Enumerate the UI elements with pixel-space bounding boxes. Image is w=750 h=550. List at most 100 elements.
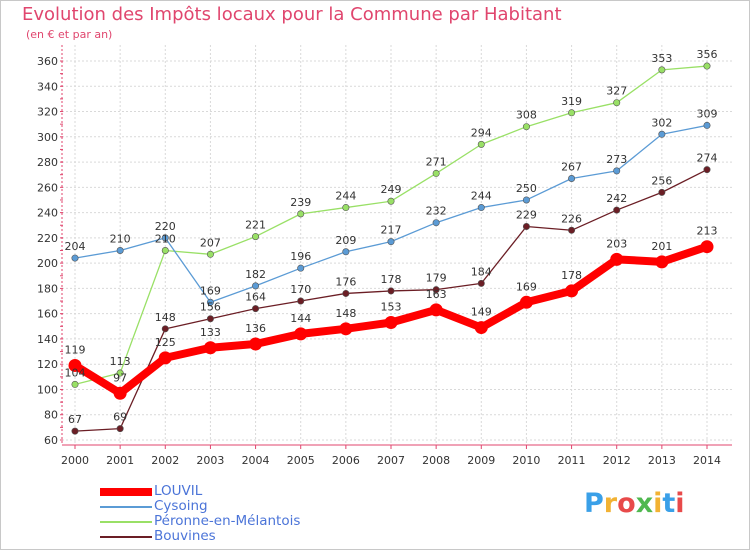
y-tick-label: 100	[37, 383, 58, 396]
logo-letter: r	[603, 488, 618, 519]
data-point	[432, 169, 440, 177]
data-point	[116, 425, 124, 433]
data-label: 229	[516, 208, 537, 221]
legend-label: LOUVIL	[154, 483, 203, 499]
data-point	[252, 305, 260, 313]
data-point	[384, 316, 398, 330]
y-tick-label: 300	[37, 131, 58, 144]
data-point	[522, 222, 530, 230]
data-label: 226	[561, 212, 582, 225]
legend-label: Péronne-en-Mélantois	[154, 513, 301, 529]
data-label: 242	[606, 192, 627, 205]
data-label: 221	[245, 219, 266, 232]
data-label: 163	[426, 288, 447, 301]
data-point	[613, 167, 621, 175]
data-point	[610, 252, 624, 266]
x-tick-label: 2012	[603, 454, 631, 467]
proxiti-logo: Proxiti	[584, 488, 685, 519]
data-label: 148	[335, 307, 356, 320]
y-tick-label: 120	[37, 358, 58, 371]
logo-letter: t	[662, 488, 676, 519]
data-label: 244	[471, 190, 492, 203]
data-label: 239	[290, 196, 311, 209]
logo-letter: x	[635, 488, 654, 519]
chart-legend: LOUVIL Cysoing Péronne-en-Mélantois Bouvine…	[100, 484, 360, 544]
data-point	[568, 174, 576, 182]
y-tick-label: 260	[37, 181, 58, 194]
data-point	[477, 140, 485, 148]
logo-letter: i	[653, 488, 663, 519]
data-point	[522, 123, 530, 131]
data-label: 196	[290, 250, 311, 263]
legend-swatch	[100, 536, 152, 538]
data-label: 169	[200, 284, 221, 297]
data-label: 210	[155, 233, 176, 246]
data-label: 249	[381, 183, 402, 196]
data-label: 153	[381, 301, 402, 314]
data-point	[655, 255, 669, 269]
data-label: 220	[155, 220, 176, 233]
data-label: 203	[606, 237, 627, 250]
data-point	[474, 321, 488, 335]
legend-swatch	[100, 506, 152, 508]
data-label: 232	[426, 205, 447, 218]
x-tick-label: 2008	[422, 454, 450, 467]
legend-item: Cysoing	[100, 499, 360, 514]
data-point	[297, 210, 305, 218]
data-label: 178	[561, 269, 582, 282]
x-tick-label: 2006	[332, 454, 360, 467]
data-point	[658, 130, 666, 138]
legend-swatch	[100, 521, 152, 523]
data-point	[161, 247, 169, 255]
y-tick-label: 200	[37, 257, 58, 270]
data-label: 217	[381, 224, 402, 237]
y-tick-label: 60	[44, 434, 58, 447]
data-label: 319	[561, 95, 582, 108]
data-label: 267	[561, 160, 582, 173]
data-label: 176	[335, 275, 356, 288]
data-point	[703, 62, 711, 70]
data-point	[206, 315, 214, 323]
data-point	[565, 284, 579, 298]
data-point	[522, 196, 530, 204]
data-label: 201	[651, 240, 672, 253]
data-label: 148	[155, 311, 176, 324]
data-point	[339, 322, 353, 336]
logo-letter: P	[584, 488, 604, 519]
data-label: 144	[290, 312, 311, 325]
y-tick-label: 160	[37, 308, 58, 321]
x-tick-label: 2010	[512, 454, 540, 467]
data-point	[703, 121, 711, 129]
data-label: 213	[697, 225, 718, 238]
data-point	[342, 289, 350, 297]
data-label: 256	[651, 174, 672, 187]
data-point	[387, 238, 395, 246]
data-label: 244	[335, 190, 356, 203]
data-point	[249, 337, 263, 351]
legend-label: Cysoing	[154, 498, 208, 514]
data-point	[429, 303, 443, 317]
data-label: 209	[335, 234, 356, 247]
data-point	[297, 264, 305, 272]
data-label: 210	[110, 233, 131, 246]
data-point	[68, 358, 82, 372]
data-label: 67	[68, 413, 82, 426]
data-point	[342, 204, 350, 212]
logo-letter: i	[675, 488, 685, 519]
x-tick-label: 2002	[151, 454, 179, 467]
data-point	[113, 386, 127, 400]
y-tick-label: 220	[37, 232, 58, 245]
x-tick-label: 2003	[196, 454, 224, 467]
x-tick-label: 2000	[61, 454, 89, 467]
y-tick-label: 280	[37, 156, 58, 169]
data-point	[206, 298, 214, 306]
data-point	[297, 297, 305, 305]
data-label: 164	[245, 291, 266, 304]
x-tick-label: 2004	[242, 454, 270, 467]
data-label: 207	[200, 236, 221, 249]
legend-item: Péronne-en-Mélantois	[100, 514, 360, 529]
data-label: 327	[606, 85, 627, 98]
data-label: 353	[651, 52, 672, 65]
data-label: 184	[471, 265, 492, 278]
